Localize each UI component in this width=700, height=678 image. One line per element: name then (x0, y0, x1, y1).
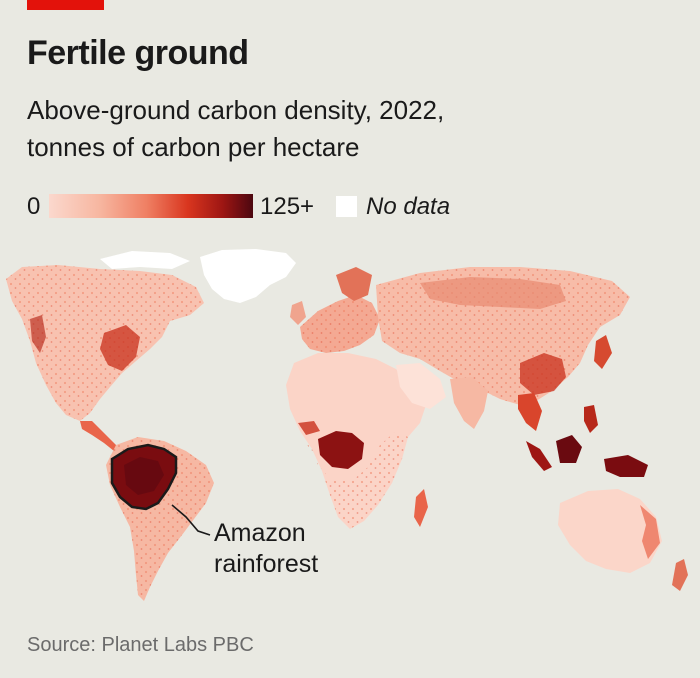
east-australia-forest-shape (640, 505, 660, 559)
amazon-annotation: Amazon rainforest (214, 518, 318, 580)
annotation-leader-line (171, 504, 211, 536)
arctic-islands-shape (100, 251, 190, 269)
east-asia-forest-shape (520, 353, 566, 395)
madagascar-shape (414, 489, 428, 527)
central-africa-forest-shape (318, 431, 364, 469)
new-guinea-shape (604, 455, 648, 477)
pacific-northwest-forest-shape (30, 315, 46, 353)
legend-max-label: 125+ (260, 193, 315, 220)
annotation-line-2: rainforest (214, 550, 319, 578)
asia-texture (376, 267, 630, 405)
legend-no-data-swatch (336, 196, 357, 217)
annotation-line-1: Amazon (214, 519, 306, 547)
color-legend: 0 125+ No data (27, 190, 667, 222)
scandinavia-shape (336, 267, 372, 301)
europe-texture (300, 295, 380, 353)
subtitle-line-1: Above-ground carbon density, 2022, (27, 95, 445, 125)
australia-shape (558, 489, 662, 573)
subtitle-line-2: tonnes of carbon per hectare (27, 132, 360, 162)
legend-min-label: 0 (27, 193, 41, 220)
siberia-forest-shape (420, 277, 566, 309)
british-isles-shape (290, 301, 306, 325)
world-map (6, 249, 688, 601)
arabia-shape (396, 363, 446, 409)
new-zealand-shape (672, 559, 688, 591)
chart-title: Fertile ground (27, 34, 249, 72)
amazon-inner-highlight (124, 457, 164, 495)
india-shape (450, 377, 488, 429)
borneo-shape (556, 435, 582, 463)
legend-no-data-label: No data (366, 193, 451, 220)
chart-subtitle: Above-ground carbon density, 2022, tonne… (27, 92, 667, 166)
sumatra-shape (526, 441, 552, 471)
africa-texture (300, 431, 408, 529)
philippines-shape (584, 405, 598, 433)
central-america-shape (80, 421, 120, 451)
brand-tag (27, 0, 104, 10)
west-africa-forest-shape (298, 421, 320, 435)
indochina-shape (518, 393, 542, 431)
source-note: Source: Planet Labs PBC (27, 634, 254, 656)
eastern-us-forest-shape (100, 325, 140, 371)
japan-shape (594, 335, 612, 369)
legend-color-scale (49, 194, 253, 218)
greenland-shape (200, 249, 296, 303)
